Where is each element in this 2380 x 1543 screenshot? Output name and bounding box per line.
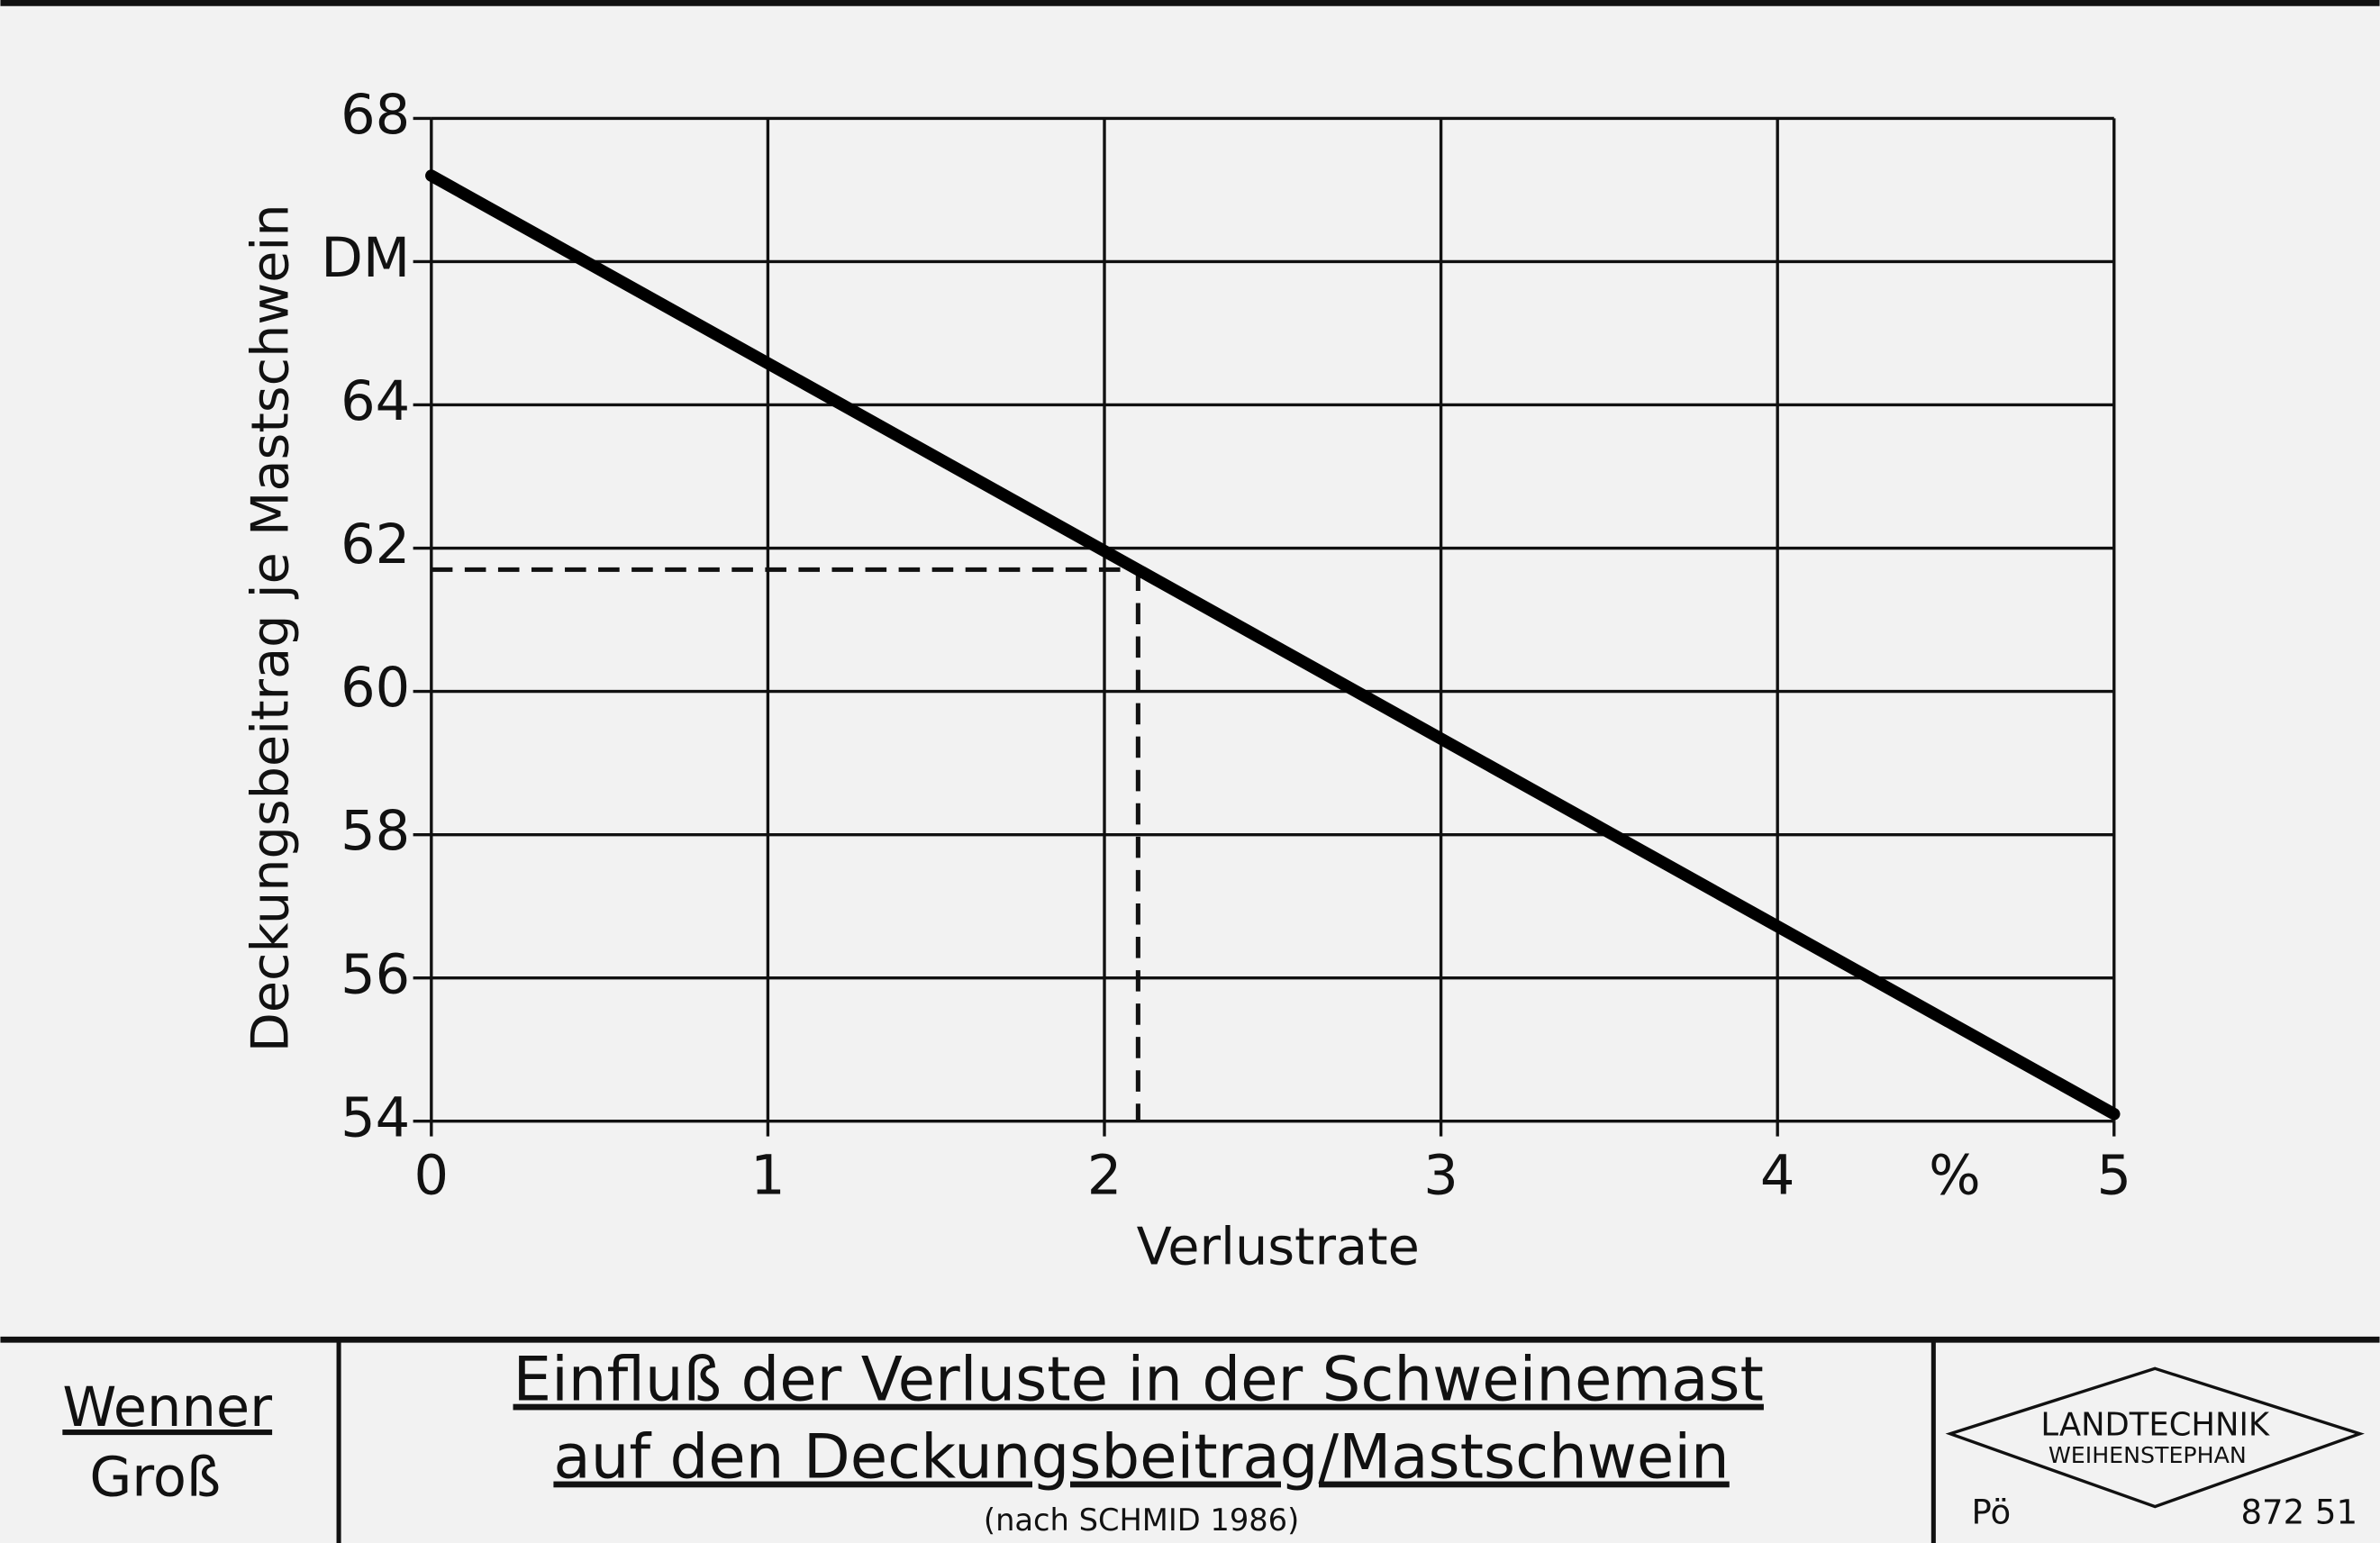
- logo-text: LANDTECHNIK: [2040, 1406, 2269, 1443]
- y-tick-label: 56: [341, 943, 410, 1006]
- code: 872 51: [2240, 1493, 2357, 1531]
- x-tick-label: 1: [750, 1144, 786, 1207]
- logo-diamond: [1945, 1366, 2365, 1509]
- x-tick-label: 0: [414, 1144, 450, 1207]
- plot-area: 54 56 58 60 62 64 DM 68 0 1 2 3 4 5: [321, 84, 2131, 1207]
- x-tick-label: 2: [1087, 1144, 1122, 1207]
- footer-title: auf den Deckungsbeitrag/Mastschwein: [553, 1421, 1729, 1493]
- logo-text: WEIHENSTEPHAN: [2048, 1442, 2247, 1468]
- author: Groß: [89, 1447, 221, 1510]
- y-axis-label: Deckungsbeitrag je Mastschwein: [240, 204, 300, 1052]
- author: Wenner: [62, 1376, 272, 1439]
- code: Pö: [1972, 1493, 2012, 1531]
- y-tick-label: DM: [321, 227, 410, 290]
- y-tick-label: 58: [341, 800, 410, 863]
- y-tick-label: 68: [341, 84, 410, 147]
- footer-title: Einfluß der Verluste in der Schweinemast: [513, 1344, 1764, 1415]
- y-tick-label: 64: [341, 370, 410, 433]
- footer: Wenner Groß Einfluß der Verluste in der …: [0, 1336, 2380, 1543]
- footer-source: (nach SCHMID 1986): [984, 1502, 1299, 1538]
- x-axis-label: Verlustrate: [1137, 1217, 1420, 1277]
- x-tick-label: 5: [2096, 1144, 2131, 1207]
- x-tick-label: 3: [1423, 1144, 1458, 1207]
- y-tick-label: 62: [341, 513, 410, 576]
- x-unit-label: %: [1929, 1144, 1981, 1207]
- y-tick-label: 60: [341, 657, 410, 720]
- y-tick-label: 54: [341, 1086, 410, 1149]
- data-line: [425, 169, 2121, 1121]
- x-tick-label: 4: [1760, 1144, 1795, 1207]
